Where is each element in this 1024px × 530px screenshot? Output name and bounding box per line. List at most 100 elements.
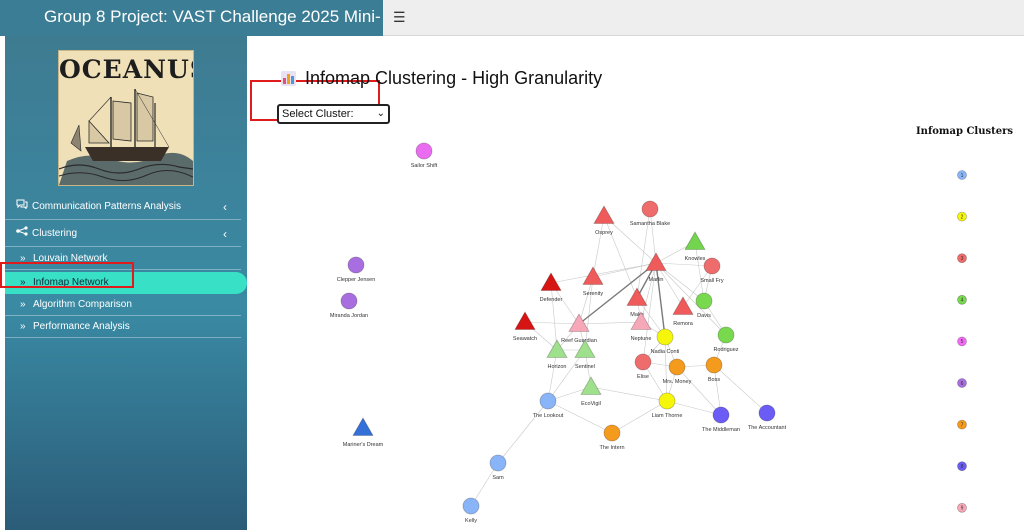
legend-item[interactable]: 1 (957, 170, 967, 180)
sidebar-item-label: Communication Patterns Analysis (32, 201, 181, 212)
node-triangle[interactable] (568, 313, 590, 332)
network-node[interactable]: Rodriguez (713, 326, 739, 353)
network-graph[interactable]: Sailor Shift Clepper Jensen Miranda Jordan… (247, 36, 1024, 530)
node-label: The Accountant (748, 425, 787, 431)
network-node[interactable]: Horizon (546, 339, 568, 370)
node-circle[interactable] (668, 358, 686, 376)
legend-item[interactable]: 5 (957, 336, 967, 347)
legend-item[interactable]: 8 (957, 461, 967, 472)
network-node[interactable]: Neptune (630, 311, 652, 342)
network-node[interactable]: Clepper Jensen (337, 256, 376, 283)
network-node[interactable]: EcoVigil (580, 376, 602, 407)
network-node[interactable]: Mariner's Dream (343, 417, 384, 448)
double-chevron-right-icon: » (20, 321, 26, 332)
network-node[interactable]: Remora (672, 296, 694, 327)
legend-item[interactable]: 7 (957, 419, 967, 430)
node-circle[interactable] (703, 257, 721, 275)
network-node[interactable]: Defender (540, 272, 563, 303)
legend-item[interactable]: 3 (957, 253, 967, 263)
sidebar-subitem-performance-analysis[interactable]: » Performance Analysis (5, 316, 241, 338)
legend-item[interactable]: 4 (957, 294, 967, 305)
node-circle[interactable] (641, 200, 659, 218)
network-node[interactable]: The Accountant (748, 404, 787, 431)
sidebar-subitem-louvain[interactable]: » Louvain Network (5, 248, 241, 270)
network-node[interactable]: Small Fry (700, 257, 724, 284)
cluster-select[interactable]: Select Cluster: ⌄ (277, 104, 390, 124)
network-node[interactable]: Miranda Jordan (330, 292, 368, 319)
network-node[interactable]: Reef Guardian (561, 313, 597, 344)
legend-item[interactable]: 2 (957, 211, 967, 222)
network-node[interactable]: The Middleman (702, 406, 740, 433)
network-node[interactable]: Osprey (593, 205, 615, 236)
network-node[interactable]: Marlin (645, 252, 667, 283)
legend: 1 2 3 4 5 6 7 8 9 (957, 170, 967, 513)
node-triangle[interactable] (684, 231, 706, 250)
node-circle[interactable] (340, 292, 358, 310)
node-triangle[interactable] (582, 266, 604, 285)
network-node[interactable]: Knowles (684, 231, 706, 262)
node-triangle[interactable] (626, 287, 648, 306)
node-label: Liam Thorne (652, 413, 683, 419)
network-node[interactable]: Sam (489, 454, 507, 481)
network-node[interactable]: Davis (695, 292, 713, 319)
node-label: The Intern (599, 445, 624, 451)
network-node[interactable]: Mrs. Money (663, 358, 692, 385)
network-edge (664, 336, 668, 402)
node-triangle[interactable] (672, 296, 694, 315)
legend-label: 7 (961, 422, 964, 428)
network-node[interactable]: Boss (705, 356, 723, 383)
node-circle[interactable] (489, 454, 507, 472)
node-label: Samantha Blake (630, 221, 670, 227)
node-label: Mako (630, 312, 643, 318)
network-node[interactable]: Nadia Conti (651, 328, 680, 355)
network-node[interactable]: Serenity (582, 266, 604, 297)
legend-label: 3 (961, 256, 964, 262)
network-node[interactable]: Samantha Blake (630, 200, 670, 227)
node-triangle[interactable] (574, 339, 596, 358)
node-circle[interactable] (656, 328, 674, 346)
node-circle[interactable] (658, 392, 676, 410)
network-edge (682, 265, 713, 308)
sidebar-subitem-algorithm-comparison[interactable]: » Algorithm Comparison (5, 294, 241, 316)
node-triangle[interactable] (580, 376, 602, 395)
node-circle[interactable] (695, 292, 713, 310)
node-circle[interactable] (717, 326, 735, 344)
legend-item[interactable]: 9 (957, 502, 967, 513)
network-node[interactable]: Sailor Shift (411, 142, 438, 169)
node-circle[interactable] (712, 406, 730, 424)
node-triangle[interactable] (514, 311, 536, 330)
node-circle[interactable] (634, 353, 652, 371)
network-node[interactable]: Kelly (462, 497, 480, 524)
network-edge (590, 386, 668, 402)
sidebar-item-clustering[interactable]: Clustering ‹ (5, 221, 241, 247)
node-triangle[interactable] (352, 417, 374, 436)
network-node[interactable]: Mako (626, 287, 648, 318)
sidebar-subitem-infomap[interactable]: » Infomap Network (5, 272, 247, 294)
node-circle[interactable] (603, 424, 621, 442)
network-node[interactable]: Sentinel (574, 339, 596, 370)
logo-text: OCEANUS (59, 55, 194, 84)
network-edge (550, 262, 657, 284)
node-triangle[interactable] (546, 339, 568, 358)
node-circle[interactable] (705, 356, 723, 374)
node-label: Sentinel (575, 364, 595, 370)
network-edge (547, 349, 586, 402)
node-triangle[interactable] (630, 311, 652, 330)
network-node[interactable]: The Lookout (533, 392, 564, 419)
network-node[interactable]: The Intern (599, 424, 625, 451)
node-label: Seawatch (513, 336, 537, 342)
node-circle[interactable] (347, 256, 365, 274)
network-node[interactable]: Seawatch (513, 311, 537, 342)
node-circle[interactable] (758, 404, 776, 422)
hamburger-menu-icon[interactable]: ☰ (393, 9, 406, 25)
sidebar-item-communication-patterns[interactable]: Communication Patterns Analysis ‹ (5, 194, 241, 220)
node-circle[interactable] (539, 392, 557, 410)
node-triangle[interactable] (645, 252, 667, 271)
node-triangle[interactable] (593, 205, 615, 224)
node-triangle[interactable] (540, 272, 562, 291)
network-node[interactable]: Elise (634, 353, 652, 380)
network-node[interactable]: Liam Thorne (652, 392, 683, 419)
node-circle[interactable] (462, 497, 480, 515)
legend-item[interactable]: 6 (957, 378, 967, 388)
node-circle[interactable] (415, 142, 433, 160)
